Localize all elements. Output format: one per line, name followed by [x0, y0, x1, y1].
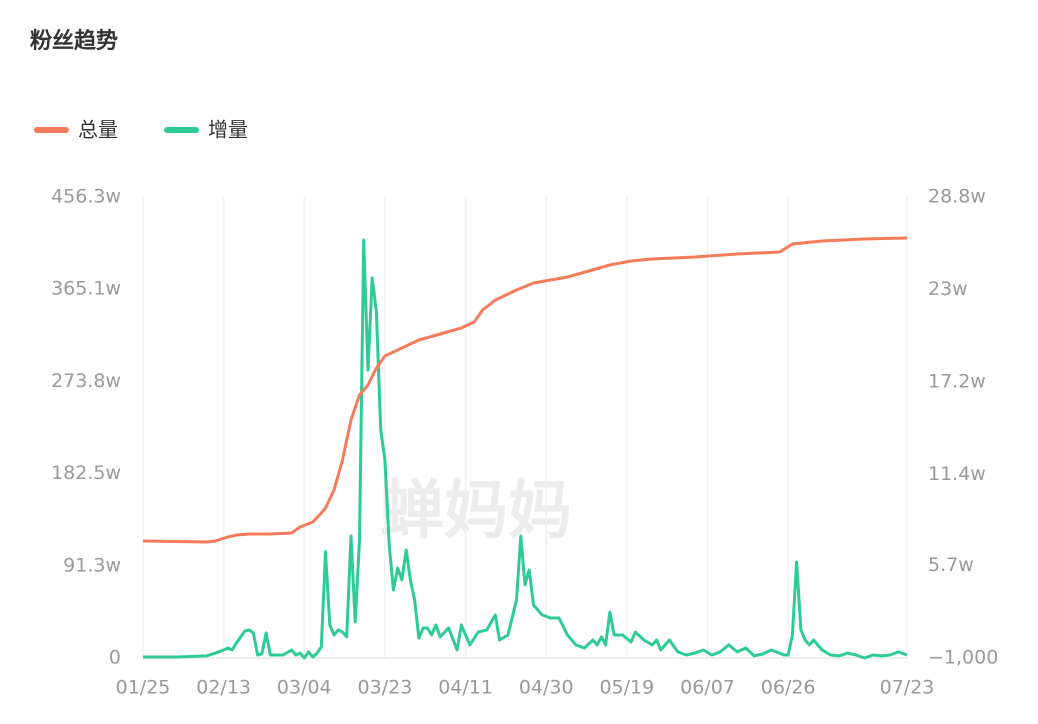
y2-tick-label: −1,000 [928, 647, 998, 669]
chart-title: 粉丝趋势 [30, 28, 118, 54]
watermark: 蝉妈妈 [380, 475, 572, 549]
x-tick-label: 04/11 [438, 677, 493, 699]
y2-tick-label: 11.4w [928, 463, 986, 485]
x-tick-label: 03/04 [277, 677, 332, 699]
x-tick-label: 03/23 [358, 677, 413, 699]
y2-tick-label: 5.7w [928, 554, 974, 576]
y2-tick-label: 17.2w [928, 371, 986, 393]
x-tick-label: 04/30 [519, 677, 574, 699]
x-tick-label: 02/13 [196, 677, 251, 699]
x-tick-label: 06/07 [680, 677, 735, 699]
y-tick-label: 365.1w [51, 278, 121, 300]
series-line [142, 236, 908, 544]
y-tick-label: 456.3w [51, 186, 121, 208]
y2-tick-label: 23w [928, 278, 968, 300]
x-tick-label: 06/26 [761, 677, 816, 699]
x-tick-label: 01/25 [116, 677, 171, 699]
x-tick-label: 05/19 [599, 677, 654, 699]
y-tick-label: 182.5w [51, 462, 121, 484]
y-tick-label: 0 [109, 647, 121, 669]
legend-label: 增量 [208, 118, 248, 142]
y-tick-label: 273.8w [51, 370, 121, 392]
legend-label: 总量 [78, 118, 118, 142]
x-tick-label: 07/23 [880, 677, 935, 699]
series-line [143, 238, 908, 660]
y-tick-label: 91.3w [63, 554, 121, 576]
y2-tick-label: 28.8w [928, 186, 986, 208]
